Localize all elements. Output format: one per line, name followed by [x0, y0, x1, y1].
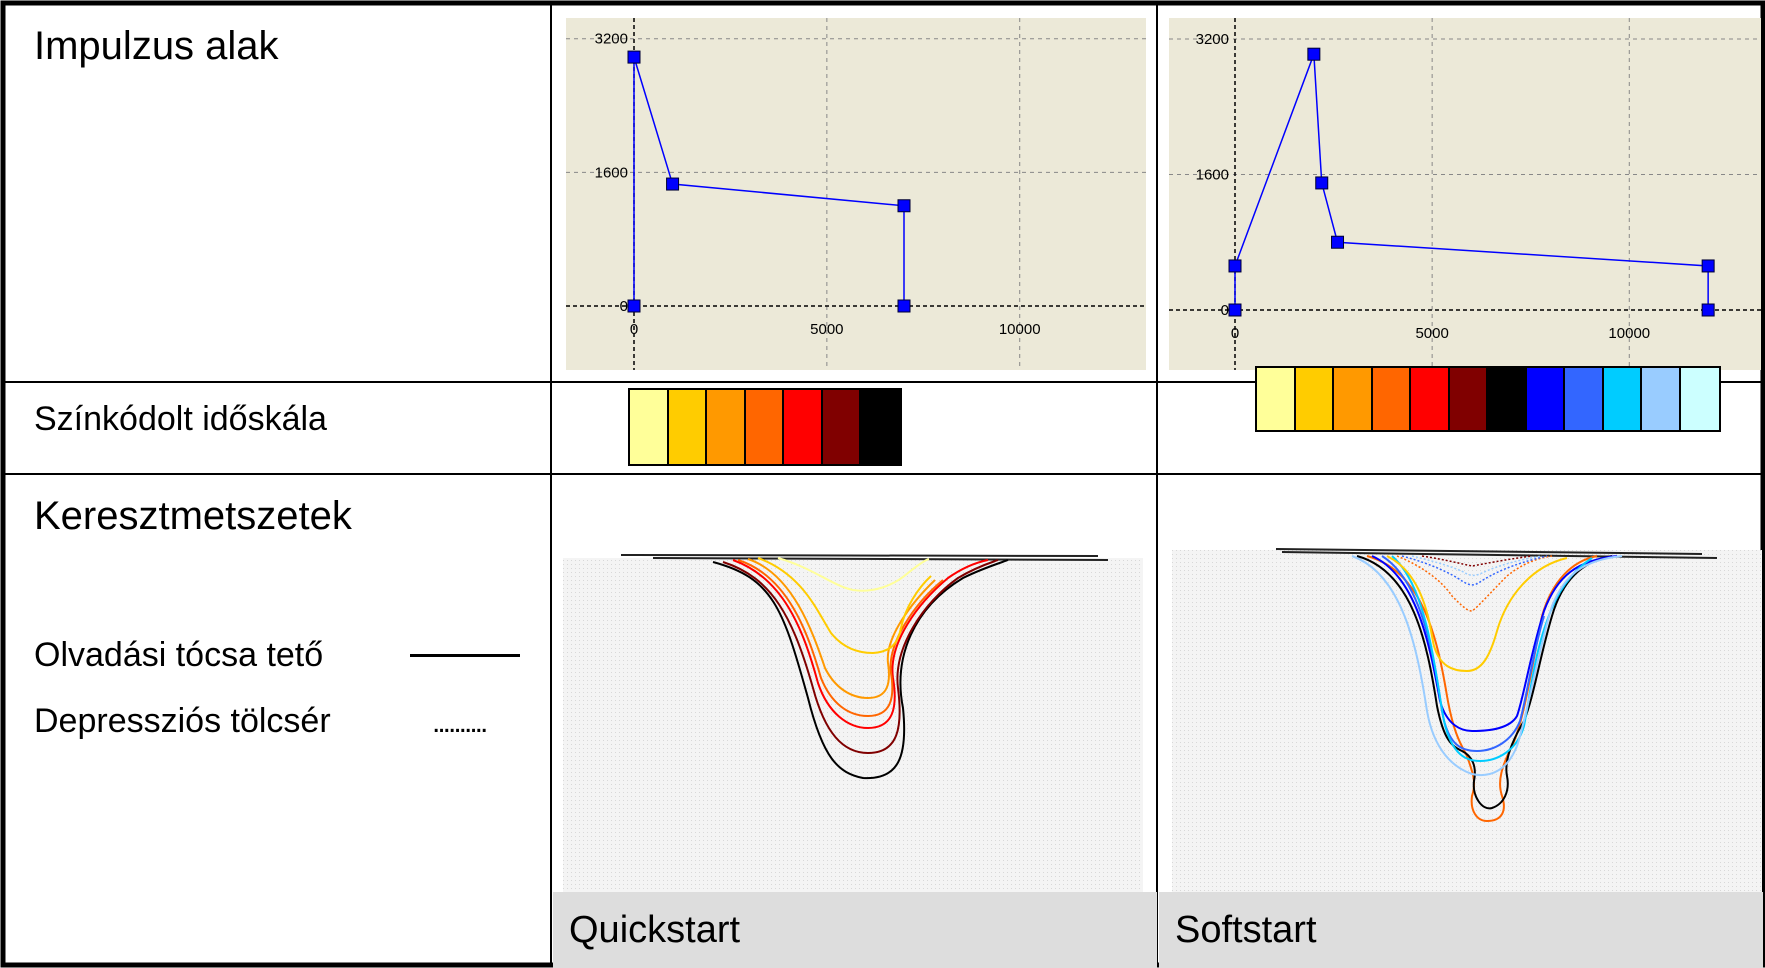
timescale-swatch [1372, 368, 1411, 430]
timescale-swatch [1334, 368, 1373, 430]
x-tick-label: 5000 [1415, 325, 1448, 342]
cross-sections-label: Keresztmetszetek [34, 494, 352, 538]
quickstart-pulse-chart: 0 5000 10000 0 1600 3200 [566, 18, 1146, 370]
pulse-point [1228, 259, 1242, 273]
pulse-shape-label: Impulzus alak [34, 24, 279, 68]
depression-marker: .......... [432, 706, 488, 739]
pool-top-label: Olvadási tócsa tető [34, 636, 324, 674]
pulse-point [1315, 176, 1329, 190]
y-tick-label: 3200 [595, 31, 628, 48]
timescale-swatch [784, 390, 823, 464]
pulse-point [627, 50, 641, 64]
y-tick-label: 0 [620, 298, 628, 315]
timescale-swatch [1257, 368, 1296, 430]
x-tick-label: 5000 [810, 321, 843, 338]
timescale-swatch [861, 390, 900, 464]
y-tick-label: 3200 [1196, 31, 1229, 48]
y-tick-label: 1600 [1196, 166, 1229, 183]
plot-background [566, 18, 1146, 370]
timescale-swatch [707, 390, 746, 464]
pulse-point [897, 199, 911, 213]
timescale-swatch [630, 390, 669, 464]
pulse-point [1701, 303, 1715, 317]
pulse-point [1331, 235, 1345, 249]
softstart-pulse-chart: 0 5000 10000 0 1600 3200 [1169, 18, 1761, 370]
timescale-swatch [1411, 368, 1450, 430]
timescale-swatch [1680, 368, 1719, 430]
timescale-swatch [1642, 368, 1681, 430]
y-tick-label: 1600 [595, 164, 628, 181]
quickstart-cross-section [563, 554, 1143, 892]
x-tick-label: 0 [630, 321, 638, 338]
timescale-swatch [1488, 368, 1527, 430]
timescale-swatch [1295, 368, 1334, 430]
softstart-timescale [1255, 366, 1721, 432]
x-tick-label: 10000 [1608, 325, 1650, 342]
pulse-point [627, 299, 641, 313]
softstart-cross-section [1172, 548, 1762, 892]
pulse-point [1307, 47, 1321, 61]
softstart-title: Softstart [1159, 892, 1763, 968]
x-tick-label: 10000 [999, 321, 1041, 338]
quickstart-title: Quickstart [553, 892, 1157, 968]
pulse-point [897, 299, 911, 313]
timescale-swatch [1565, 368, 1604, 430]
timescale-label: Színkódolt időskála [34, 400, 327, 438]
pool-top-line [410, 654, 520, 657]
depression-label: Depressziós tölcsér [34, 702, 331, 740]
timescale-swatch [745, 390, 784, 464]
quickstart-timescale [628, 388, 902, 466]
timescale-swatch [822, 390, 861, 464]
timescale-swatch [1603, 368, 1642, 430]
timescale-swatch [1449, 368, 1488, 430]
y-tick-label: 0 [1221, 302, 1229, 319]
timescale-swatch [1526, 368, 1565, 430]
timescale-swatch [668, 390, 707, 464]
plot-background [1169, 18, 1761, 370]
pulse-point [666, 177, 680, 191]
x-tick-label: 0 [1231, 325, 1239, 342]
pulse-point [1701, 259, 1715, 273]
pulse-point [1228, 303, 1242, 317]
